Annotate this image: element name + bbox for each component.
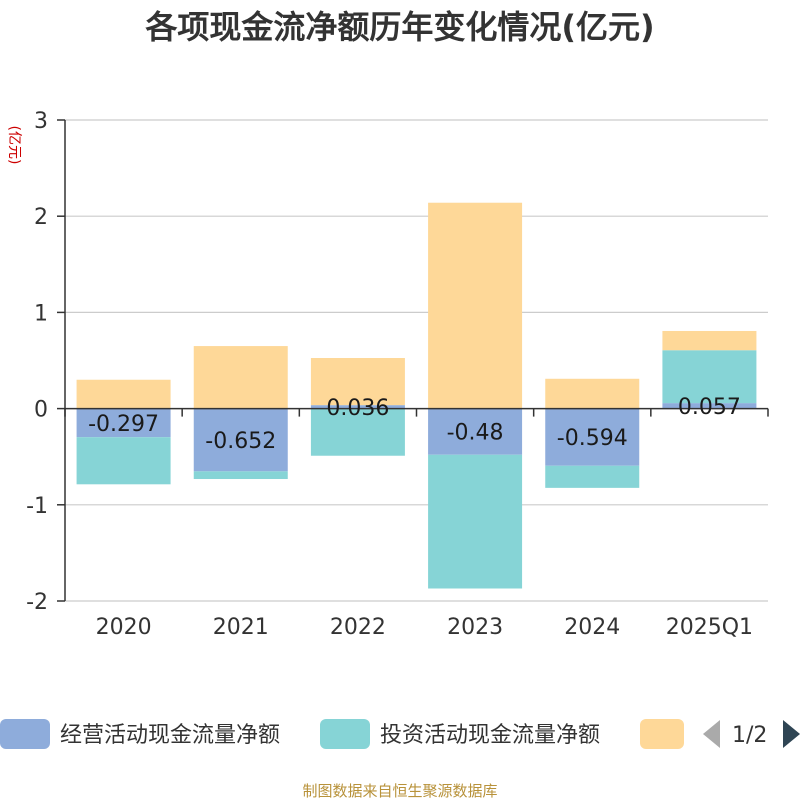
y-tick-label: 2 [34,205,48,230]
bar-investing-2025Q1[interactable] [662,350,757,404]
bar-financing-2024[interactable] [545,378,640,409]
bar-operating-2022[interactable] [310,405,405,409]
x-tick-label: 2022 [330,615,386,640]
data-label-2024: -0.594 [557,426,628,451]
bars [76,202,757,589]
chart-title: 各项现金流净额历年变化情况(亿元) [145,8,654,46]
x-axis-ticks: 2020 2021 2022 2023 2024 2025Q1 [96,615,753,640]
bar-financing-2023[interactable] [428,202,523,409]
data-labels: -0.297 -0.652 0.036 -0.48 -0.594 0.057 [88,395,741,454]
bar-financing-2025Q1[interactable] [662,330,757,351]
x-tick-label: 2025Q1 [666,615,753,640]
y-tick-label: 0 [34,398,48,423]
x-tick-label: 2021 [213,615,269,640]
y-tick-label: -1 [26,494,48,519]
y-tick-label: -2 [26,590,48,615]
bar-investing-2021[interactable] [193,471,288,480]
y-axis-ticks: -2 -1 0 1 2 3 [26,109,65,615]
y-axis-label: (亿元) [6,126,22,165]
bar-operating-2020[interactable] [76,408,171,438]
data-label-2020: -0.297 [88,412,159,437]
bar-operating-2023[interactable] [428,408,523,455]
data-label-2021: -0.652 [205,429,276,454]
bar-operating-2021[interactable] [193,408,288,472]
legend: 经营活动现金流量净额 投资活动现金流量净额 1/2 [0,719,800,749]
y-tick-label: 1 [34,301,48,326]
legend-label-operating[interactable]: 经营活动现金流量净额 [60,723,280,748]
x-tick-label: 2024 [564,615,620,640]
data-source: 制图数据来自恒生聚源数据库 [302,782,497,800]
x-tick-label: 2020 [96,615,152,640]
bar-investing-2024[interactable] [545,465,640,488]
bar-operating-2025Q1[interactable] [662,403,757,409]
grid-lines [65,119,768,602]
y-tick-label: 3 [34,109,48,134]
legend-page-indicator: 1/2 [732,723,767,748]
legend-swatch-operating[interactable] [0,719,50,749]
legend-next-page-icon[interactable] [783,720,800,748]
data-label-2025Q1: 0.057 [678,395,741,420]
bar-financing-2021[interactable] [193,346,288,409]
bar-investing-2020[interactable] [76,437,171,485]
bar-investing-2023[interactable] [428,454,523,589]
legend-swatch-financing[interactable] [640,719,684,749]
bar-investing-2022[interactable] [310,408,405,456]
legend-swatch-investing[interactable] [320,719,370,749]
data-label-2023: -0.48 [447,421,504,446]
bar-financing-2020[interactable] [76,379,171,409]
data-label-2022: 0.036 [326,396,389,421]
bar-operating-2024[interactable] [545,408,640,466]
axes [64,120,769,601]
legend-label-investing[interactable]: 投资活动现金流量净额 [380,723,600,748]
x-tick-label: 2023 [447,615,503,640]
legend-prev-page-icon[interactable] [703,720,720,748]
bar-financing-2022[interactable] [310,357,405,406]
